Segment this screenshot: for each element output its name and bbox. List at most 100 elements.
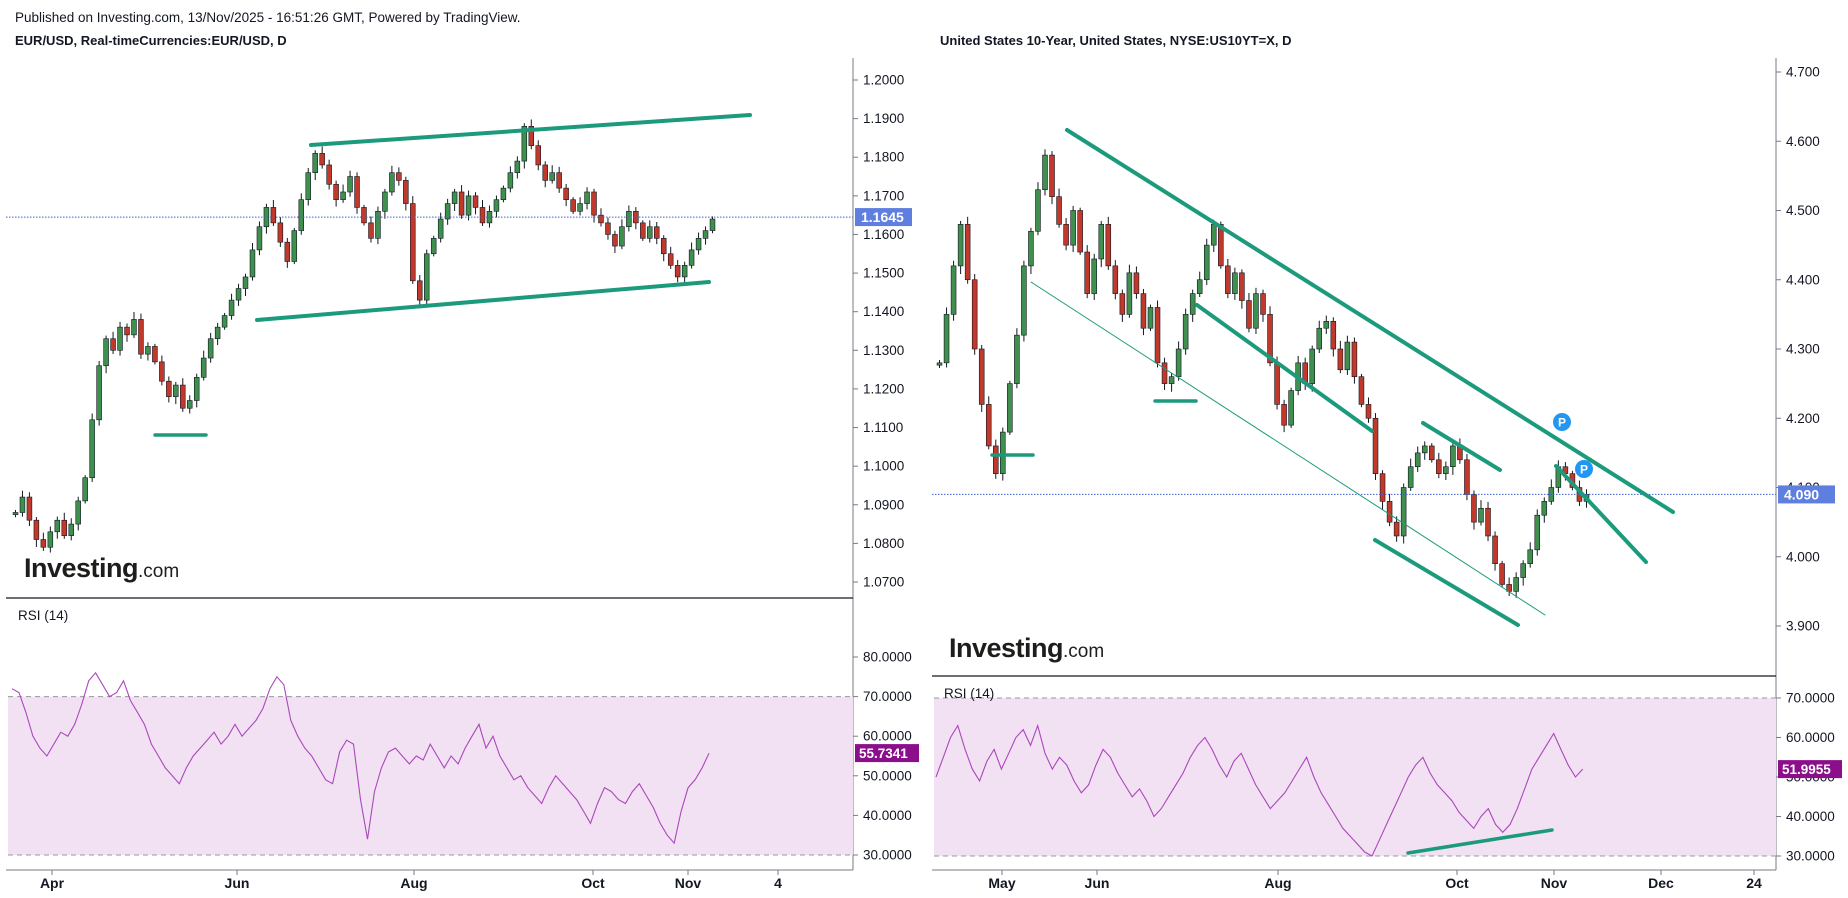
price-tick-label: 4.600 [1786, 134, 1820, 149]
us10y-rsi-divergence-line [1406, 828, 1554, 855]
candle-body [228, 299, 235, 316]
candle-body [1393, 521, 1400, 537]
candle-body [1140, 293, 1147, 329]
price-tick-label: 1.0800 [863, 536, 904, 551]
candle-body [312, 153, 318, 173]
candle-body [110, 338, 116, 351]
time-tick-label: Aug [1264, 875, 1291, 891]
price-tick-label: 1.1900 [863, 111, 904, 126]
candle-body [943, 314, 950, 364]
candle-body [1450, 445, 1456, 468]
candle-body [556, 172, 562, 189]
candle-body [437, 218, 444, 239]
candle-body [528, 126, 535, 146]
rsi-last-badge [855, 744, 919, 763]
candle-body [47, 531, 54, 548]
eurusd-channel-lower [255, 280, 711, 322]
candle-body [1358, 376, 1365, 405]
candle-body [1372, 417, 1379, 474]
candle-body [1541, 501, 1548, 516]
candle-body [591, 191, 597, 216]
rsi-line [935, 723, 1584, 857]
candle-body [570, 199, 576, 212]
investing-logo-left: Investing.com [24, 553, 180, 583]
price-tick-label: 4.400 [1786, 272, 1820, 287]
candle-body [382, 191, 388, 212]
rsi-last-badge [1778, 760, 1842, 779]
last-price-badge [855, 208, 912, 227]
candle-body [1337, 348, 1344, 371]
candle-body [1443, 466, 1449, 474]
time-tick-label: 4 [774, 875, 782, 891]
candle-body [993, 445, 999, 474]
candle-body [152, 346, 158, 363]
candle-body [403, 180, 409, 204]
candle-body [159, 361, 165, 382]
candle-body [549, 172, 555, 181]
candle-body [1414, 452, 1421, 468]
candle-body [1168, 376, 1175, 384]
candle-body [957, 224, 964, 267]
candle-body [1035, 189, 1041, 232]
price-tick-label: 1.1500 [863, 266, 904, 281]
candle-body [19, 496, 26, 513]
candle-body [640, 222, 646, 239]
rsi-label: RSI (14) [18, 608, 68, 623]
us10y-channel-lower-thin [1030, 281, 1546, 616]
pivot-marker [1575, 460, 1593, 478]
candle-body [1225, 265, 1231, 294]
candle-body [667, 253, 674, 266]
candle-body [1365, 404, 1372, 419]
candle-body [61, 519, 68, 536]
candle-body [1203, 244, 1210, 281]
chart-title-us10y: United States 10-Year, United States, NY… [940, 33, 1292, 48]
candle-body [985, 404, 992, 447]
candle-body [1316, 327, 1323, 350]
candle-body [54, 519, 61, 533]
candle-body [521, 126, 528, 162]
candle-body [978, 348, 985, 405]
candle-body [465, 195, 472, 216]
pivot-marker [1553, 413, 1571, 431]
candle-body [26, 496, 33, 521]
candle-body [298, 199, 305, 231]
last-price-value: 4.090 [1784, 486, 1819, 502]
candle-body [410, 203, 416, 282]
candle-body [131, 319, 137, 336]
candle-body [1077, 210, 1083, 253]
candle-body [1161, 362, 1168, 384]
candle-body [187, 400, 193, 409]
candle-body [1534, 514, 1541, 551]
candle-body [1133, 272, 1140, 294]
candle-body [75, 500, 81, 525]
time-tick-label: Oct [1445, 875, 1469, 891]
candle-body [1218, 224, 1224, 267]
rsi-tick-label: 80.0000 [863, 650, 912, 665]
candle-body [1196, 279, 1203, 294]
candle-body [68, 523, 74, 536]
candle-body [479, 207, 486, 224]
candle-body [1014, 334, 1020, 384]
candle-body [1154, 307, 1161, 364]
rsi-tick-label: 40.0000 [1786, 809, 1835, 824]
candle-body [493, 199, 500, 212]
price-tick-label: 1.1400 [863, 304, 904, 319]
pivot-marker-label: P [1580, 463, 1588, 477]
investing-logo-right: Investing.com [949, 633, 1105, 663]
candle-body [612, 234, 618, 247]
candle-body [256, 226, 263, 251]
candle-body [263, 207, 270, 228]
us10y-inner-upper [1195, 303, 1374, 433]
candle-body [124, 326, 130, 336]
candle-body [1253, 293, 1259, 329]
time-tick-label: Oct [581, 875, 605, 891]
candle-body [1499, 563, 1505, 585]
candle-body [1464, 459, 1470, 495]
time-tick-label: Nov [675, 875, 702, 891]
candle-body [936, 362, 943, 366]
candle-body [221, 315, 228, 328]
candle-body [1527, 549, 1533, 564]
price-tick-label: 1.1600 [863, 227, 904, 242]
candle-body [417, 280, 423, 301]
